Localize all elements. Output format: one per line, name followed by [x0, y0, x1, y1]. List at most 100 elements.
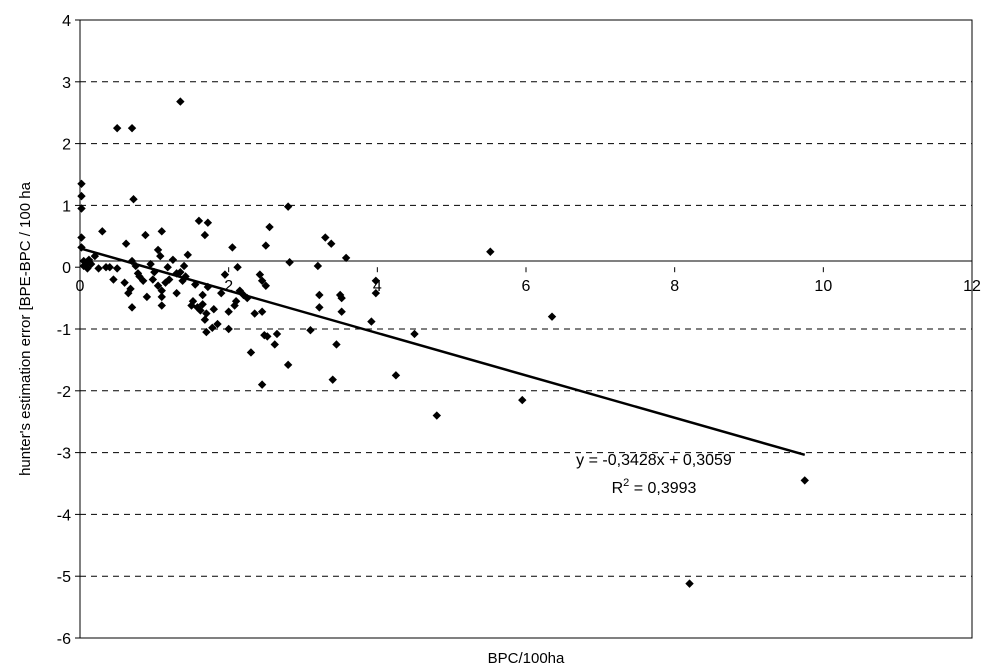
data-point	[141, 230, 150, 240]
data-point	[391, 371, 401, 380]
data-point	[250, 309, 259, 318]
data-point	[109, 275, 118, 284]
data-point	[233, 263, 242, 272]
data-point	[261, 281, 271, 290]
y-tick-label: 2	[62, 137, 71, 154]
data-point	[163, 263, 172, 272]
y-tick-label: -1	[57, 322, 71, 339]
data-point	[142, 292, 152, 302]
data-point	[209, 305, 218, 314]
data-point	[371, 288, 381, 298]
data-point	[157, 301, 166, 310]
y-tick-label: -4	[57, 507, 71, 524]
data-point	[257, 276, 267, 285]
data-point	[315, 303, 324, 312]
data-point	[198, 300, 207, 309]
data-point	[157, 286, 166, 295]
y-tick-label: -2	[57, 384, 71, 401]
data-point	[315, 290, 324, 300]
data-point	[129, 195, 138, 204]
data-point	[200, 315, 210, 324]
data-point	[257, 307, 267, 316]
data-point	[153, 281, 163, 290]
y-axis-title: hunter's estimation error [BPE-BPC / 100…	[17, 181, 34, 475]
data-point	[126, 284, 135, 294]
data-point	[176, 267, 185, 277]
trendline	[79, 247, 806, 457]
x-tick-label: 8	[670, 278, 679, 295]
x-axis-ticks: 0 2 4 6 8 10 12	[76, 267, 981, 295]
data-point	[98, 227, 107, 236]
data-point	[327, 239, 336, 248]
data-point	[112, 264, 122, 273]
data-point	[86, 259, 96, 269]
data-point	[263, 332, 272, 341]
data-point	[127, 303, 137, 312]
data-point	[203, 282, 213, 292]
data-point	[685, 579, 694, 588]
data-point	[518, 395, 527, 405]
data-point	[127, 123, 137, 133]
y-tick-label: 4	[62, 13, 71, 30]
data-point	[246, 348, 256, 357]
data-point	[156, 251, 165, 261]
data-point	[332, 340, 341, 349]
r-squared-value: = 0,3993	[629, 480, 696, 497]
data-point	[200, 230, 210, 240]
y-tick-label: 3	[62, 75, 71, 92]
data-point	[84, 255, 94, 264]
data-point	[220, 270, 230, 279]
data-point	[213, 319, 222, 329]
data-point	[285, 258, 294, 267]
y-tick-label: -6	[57, 631, 71, 648]
data-point	[196, 306, 205, 315]
data-point	[208, 323, 217, 332]
x-tick-label: 0	[76, 278, 85, 295]
data-point	[228, 243, 237, 252]
data-point	[255, 270, 265, 279]
data-point	[148, 275, 158, 284]
trendline-equation: y = -0,3428x + 0,3059	[576, 452, 732, 469]
data-point	[176, 97, 185, 106]
x-tick-label: 2	[224, 278, 233, 295]
data-point	[202, 309, 211, 318]
data-points	[77, 97, 809, 588]
data-point	[321, 233, 330, 242]
data-point	[306, 326, 315, 335]
data-point	[172, 288, 181, 298]
data-point	[202, 327, 211, 337]
data-point	[231, 296, 241, 306]
data-point	[165, 275, 174, 284]
x-tick-label: 6	[522, 278, 531, 295]
data-point	[168, 255, 178, 264]
data-point	[183, 250, 192, 260]
y-axis-ticks: 4 3 2 1 0 -1 -2 -3 -4 -5 -6	[57, 13, 80, 648]
data-point	[157, 292, 166, 302]
data-point	[337, 307, 346, 316]
x-tick-label: 4	[373, 278, 382, 295]
data-point	[194, 216, 204, 226]
r-squared-superscript: 2	[623, 477, 629, 489]
data-point	[270, 340, 279, 349]
data-point	[371, 276, 381, 285]
data-point	[265, 222, 274, 232]
data-point	[157, 227, 166, 236]
y-tick-label: 1	[62, 198, 71, 215]
data-point	[105, 263, 114, 272]
data-point	[547, 312, 557, 321]
y-tick-label: 0	[62, 260, 71, 277]
data-point	[179, 261, 189, 271]
data-point	[146, 259, 155, 269]
data-point	[224, 324, 233, 334]
data-point	[77, 191, 86, 201]
data-point	[272, 329, 282, 339]
x-axis-title: BPC/100ha	[488, 650, 565, 667]
data-point	[77, 179, 86, 188]
data-point	[261, 241, 271, 250]
data-point	[120, 278, 129, 287]
data-point	[153, 245, 163, 255]
data-point	[138, 276, 148, 285]
data-point	[121, 239, 131, 248]
r-squared-label: R2 = 0,3993	[612, 477, 697, 497]
data-point	[337, 293, 346, 303]
